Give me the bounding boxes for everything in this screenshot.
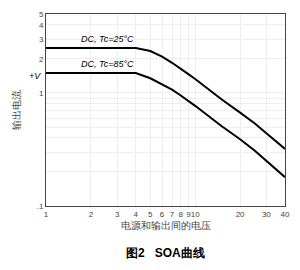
svg-text:.1: .1	[37, 202, 44, 211]
svg-text:2: 2	[39, 55, 44, 64]
svg-text:3: 3	[39, 35, 44, 44]
svg-text:20: 20	[236, 210, 245, 219]
svg-text:5: 5	[148, 210, 153, 219]
svg-text:输出电流: 输出电流	[11, 90, 22, 130]
svg-text:1: 1	[39, 89, 44, 98]
svg-text:+V: +V	[29, 71, 41, 81]
svg-text:DC, Tc=25°C: DC, Tc=25°C	[81, 34, 134, 44]
svg-text:7: 7	[170, 210, 175, 219]
svg-text:6: 6	[160, 210, 165, 219]
svg-text:30: 30	[262, 210, 271, 219]
svg-text:9: 9	[186, 210, 191, 219]
svg-text:4: 4	[134, 210, 139, 219]
svg-text:8: 8	[179, 210, 184, 219]
svg-text:2: 2	[89, 210, 94, 219]
svg-text:电源和输出间的电压: 电源和输出间的电压	[121, 220, 211, 231]
svg-text:40: 40	[281, 210, 290, 219]
svg-text:4: 4	[39, 21, 44, 30]
svg-text:1: 1	[44, 210, 49, 219]
svg-text:5: 5	[39, 10, 44, 19]
svg-text:DC, Tc=85°C: DC, Tc=85°C	[81, 59, 134, 69]
svg-text:3: 3	[115, 210, 120, 219]
svg-text:图2 SOA曲线: 图2 SOA曲线	[126, 246, 205, 260]
svg-text:10: 10	[191, 210, 200, 219]
